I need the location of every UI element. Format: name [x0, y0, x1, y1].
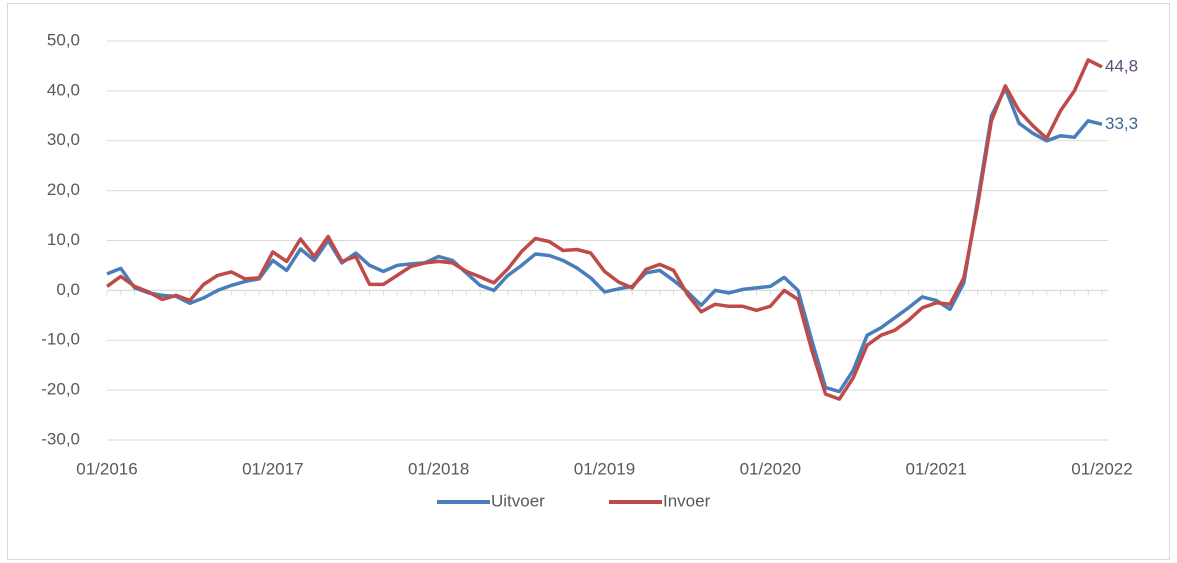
x-tick-label: 01/2017: [242, 459, 303, 478]
x-tick-label: 01/2021: [905, 459, 966, 478]
chart-border: [7, 3, 1170, 560]
line-series: [105, 58, 1103, 401]
x-tick-label: 01/2022: [1071, 459, 1132, 478]
y-tick-label: -20,0: [41, 380, 80, 399]
y-tick-label: 30,0: [47, 130, 80, 149]
y-tick-label: 0,0: [56, 280, 80, 299]
x-tick-label: 01/2019: [574, 459, 635, 478]
y-tick-label: -30,0: [41, 429, 80, 448]
y-tick-label: 50,0: [47, 30, 80, 49]
x-tick-label: 01/2020: [740, 459, 801, 478]
y-tick-label: -10,0: [41, 330, 80, 349]
legend-label: Invoer: [663, 491, 711, 510]
end-label: 44,8: [1105, 56, 1138, 75]
x-tick-label: 01/2016: [76, 459, 137, 478]
line-series: [106, 86, 1103, 394]
x-tick-label: 01/2018: [408, 459, 469, 478]
y-tick-label: 20,0: [47, 180, 80, 199]
legend-label: Uitvoer: [491, 491, 545, 510]
y-tick-label: 40,0: [47, 80, 80, 99]
y-tick-label: 10,0: [47, 230, 80, 249]
end-label: 33,3: [1105, 114, 1138, 133]
